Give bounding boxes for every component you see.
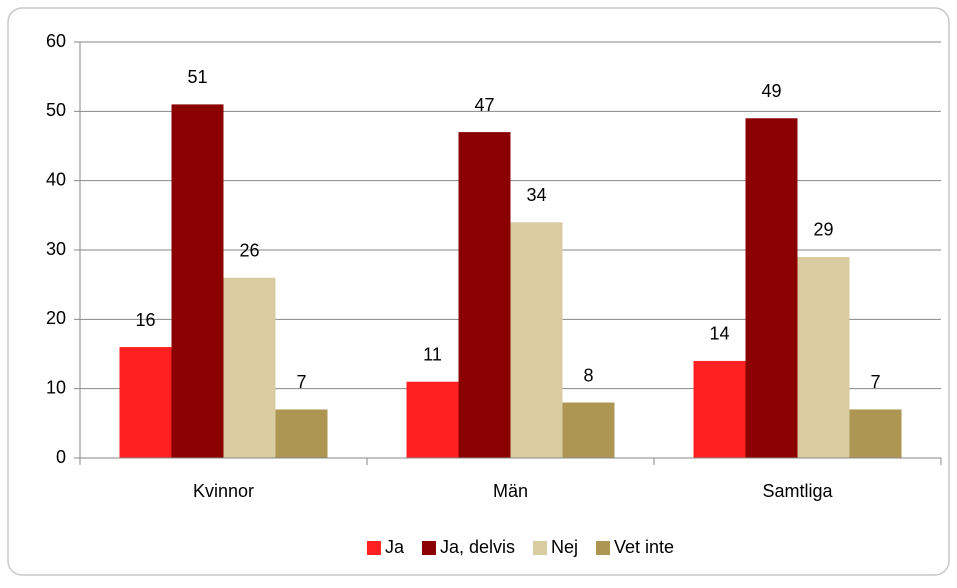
bar: [119, 347, 172, 458]
data-label: 16: [135, 310, 155, 330]
y-tick-label: 40: [46, 169, 66, 189]
data-label: 34: [526, 185, 546, 205]
legend-swatch: [421, 541, 436, 555]
y-tick-label: 0: [56, 447, 66, 467]
x-tick-label: Män: [493, 481, 528, 501]
y-tick-label: 30: [46, 239, 66, 259]
bar: [406, 381, 459, 458]
y-tick-label: 50: [46, 100, 66, 120]
y-tick-label: 20: [46, 308, 66, 328]
legend-swatch: [596, 541, 611, 555]
data-label: 11: [423, 344, 442, 364]
bar: [275, 409, 328, 458]
bar: [745, 118, 798, 459]
data-label: 14: [709, 324, 729, 344]
data-label: 7: [870, 372, 880, 392]
legend-label: Ja: [385, 537, 405, 557]
legend-swatch: [533, 541, 547, 555]
bar: [223, 277, 276, 458]
bar: [849, 409, 902, 458]
data-label: 49: [761, 81, 781, 101]
y-tick-label: 10: [46, 377, 66, 397]
data-label: 7: [296, 372, 306, 392]
x-tick-label: Samtliga: [762, 481, 833, 501]
y-tick-label: 60: [46, 31, 66, 51]
data-label: 8: [583, 365, 593, 385]
bar: [693, 360, 746, 458]
bar: [458, 132, 511, 458]
data-label: 29: [813, 220, 833, 240]
bar: [562, 402, 615, 458]
legend-swatch: [366, 541, 381, 555]
bar: [510, 222, 563, 458]
legend-label: Vet inte: [614, 537, 674, 557]
data-label: 51: [187, 67, 207, 87]
data-label: 47: [474, 95, 494, 115]
x-tick-label: Kvinnor: [193, 481, 254, 501]
bar: [171, 104, 224, 459]
data-label: 26: [239, 240, 259, 260]
legend-label: Ja, delvis: [440, 537, 515, 557]
legend-label: Nej: [551, 537, 578, 557]
bar: [797, 256, 850, 458]
